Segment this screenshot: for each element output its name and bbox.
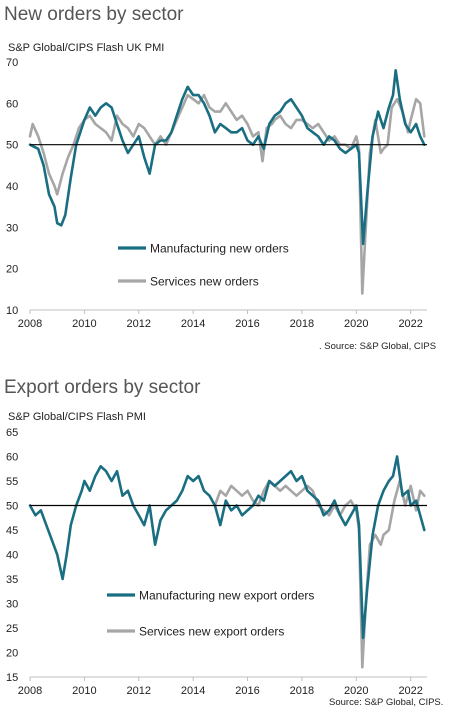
chart2-ytick-label: 15 xyxy=(6,672,18,684)
chart1-xtick-label: 2022 xyxy=(398,318,422,330)
chart1-ytick-label: 20 xyxy=(6,264,18,276)
chart1-legend-label: Manufacturing new orders xyxy=(150,242,289,256)
chart2-subtitle: S&P Global/CIPS Flash PMI xyxy=(8,411,146,423)
chart2-ytick-label: 65 xyxy=(6,427,18,439)
chart1-source: . Source: S&P Global, CIPS xyxy=(319,341,437,352)
chart2-ytick-label: 60 xyxy=(6,452,18,464)
chart2-legend-label: Manufacturing new export orders xyxy=(139,589,314,603)
chart1-xtick-label: 2020 xyxy=(344,318,368,330)
chart1-ytick-label: 30 xyxy=(6,222,18,234)
chart2-xtick-label: 2010 xyxy=(72,685,96,697)
chart1-legend-label: Services new orders xyxy=(150,275,259,289)
chart2-ytick-label: 50 xyxy=(6,501,18,513)
chart2-ytick-label: 25 xyxy=(6,623,18,635)
chart2-source: Source: S&P Global, CIPS. xyxy=(329,697,444,708)
chart2-ytick-label: 20 xyxy=(6,648,18,660)
chart1-ytick-label: 10 xyxy=(6,305,18,317)
chart2-ytick-label: 35 xyxy=(6,574,18,586)
chart1-title: New orders by sector xyxy=(4,4,184,25)
chart2-xtick-label: 2018 xyxy=(290,685,314,697)
chart1-xtick-label: 2018 xyxy=(290,318,314,330)
chart2-series-line-services xyxy=(213,479,426,669)
chart2-xtick-label: 2012 xyxy=(127,685,151,697)
chart2-plot: 15 20 25 30 35 40 45 50 55 60 65 2008 2010 2012 2014 20… xyxy=(6,427,427,697)
chart2-xtick-label: 2022 xyxy=(398,685,422,697)
chart1-plot: 10 20 30 40 50 60 70 2008 2010 2012 2014 2016 2018 20… xyxy=(6,57,427,330)
chart2-ytick-label: 55 xyxy=(6,476,18,488)
chart1-xtick-label: 2016 xyxy=(235,318,259,330)
chart2-xtick-label: 2008 xyxy=(18,685,42,697)
chart2-ytick-label: 30 xyxy=(6,599,18,611)
chart1-ytick-label: 70 xyxy=(6,57,18,69)
chart1-xtick-label: 2008 xyxy=(18,318,42,330)
chart2-ytick-label: 45 xyxy=(6,525,18,537)
chart2-xtick-label: 2016 xyxy=(235,685,259,697)
chart1-ytick-label: 40 xyxy=(6,181,18,193)
chart1-subtitle: S&P Global/CIPS Flash UK PMI xyxy=(8,42,165,54)
chart1-xtick-label: 2014 xyxy=(181,318,205,330)
chart1-series-line-services xyxy=(28,93,426,295)
chart1-ytick-label: 50 xyxy=(6,140,18,152)
chart2-xtick-label: 2020 xyxy=(344,685,368,697)
chart1-xtick-label: 2010 xyxy=(72,318,96,330)
chart2-title: Export orders by sector xyxy=(4,377,201,398)
chart2-ytick-label: 40 xyxy=(6,550,18,562)
chart2-legend-label: Services new export orders xyxy=(139,625,284,639)
chart1-ytick-label: 60 xyxy=(6,98,18,110)
chart1-xtick-label: 2012 xyxy=(127,318,151,330)
chart2-xtick-label: 2014 xyxy=(181,685,205,697)
chart1-series-line-manufacturing xyxy=(28,69,426,246)
chart2-series-line-manufacturing xyxy=(28,455,426,640)
